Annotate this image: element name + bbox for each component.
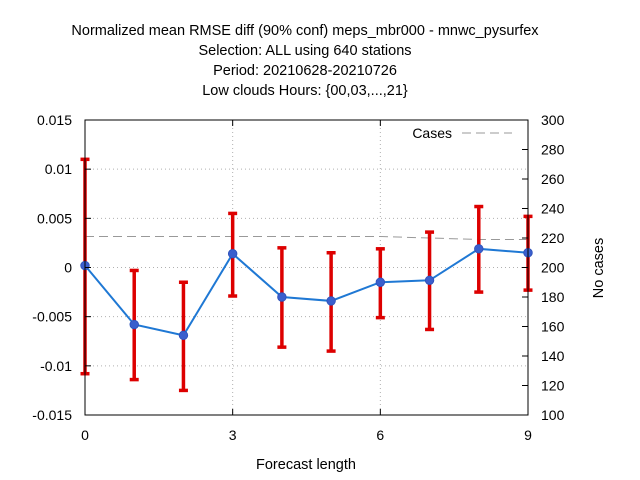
y2-tick-label: 140 bbox=[541, 348, 565, 364]
chart-title: Normalized mean RMSE diff (90% conf) mep… bbox=[71, 23, 539, 99]
error-bars bbox=[80, 157, 533, 393]
y-tick-label: -0.01 bbox=[40, 358, 72, 374]
x-tick-label: 6 bbox=[376, 427, 384, 443]
data-point bbox=[326, 296, 336, 306]
y2-tick-label: 100 bbox=[541, 407, 565, 423]
y-tick-label: -0.015 bbox=[32, 407, 72, 423]
data-point bbox=[424, 275, 435, 285]
cases-series bbox=[85, 236, 528, 240]
cases-line bbox=[85, 236, 528, 240]
y2-tick-label: 240 bbox=[541, 201, 565, 217]
legend-label-cases: Cases bbox=[412, 125, 452, 141]
y2-tick-label: 180 bbox=[541, 289, 565, 305]
y2-tick-label: 200 bbox=[541, 260, 565, 276]
y-tick-label: -0.005 bbox=[32, 309, 72, 325]
title-line-2: Selection: ALL using 640 stations bbox=[198, 43, 411, 59]
rmse-diff-line bbox=[84, 247, 529, 337]
y2-tick-label: 260 bbox=[541, 171, 565, 187]
title-line-3: Period: 20210628-20210726 bbox=[213, 63, 397, 79]
x-tick-label: 9 bbox=[524, 427, 532, 443]
y-tick-label: 0.005 bbox=[37, 210, 72, 226]
data-point bbox=[277, 292, 287, 302]
data-point bbox=[129, 319, 139, 330]
y2-tick-label: 120 bbox=[541, 378, 565, 394]
data-point bbox=[474, 244, 484, 254]
data-point bbox=[178, 330, 189, 341]
y-tick-label: 0.01 bbox=[45, 161, 72, 177]
rmse-diff-series bbox=[80, 244, 533, 341]
y2-tick-label: 300 bbox=[541, 112, 565, 128]
y2-tick-label: 280 bbox=[541, 142, 565, 158]
x-tick-label: 3 bbox=[229, 427, 237, 443]
x-axis-label: Forecast length bbox=[256, 457, 356, 473]
data-point bbox=[227, 249, 238, 259]
x-tick-label: 0 bbox=[81, 427, 89, 443]
y-tick-label: 0.015 bbox=[37, 112, 72, 128]
y-tick-label: 0 bbox=[64, 260, 72, 276]
grid bbox=[85, 120, 528, 415]
legend: Cases bbox=[412, 125, 512, 141]
y2-tick-label: 220 bbox=[541, 230, 565, 246]
y2-tick-label: 160 bbox=[541, 319, 565, 335]
title-line-1: Normalized mean RMSE diff (90% conf) mep… bbox=[71, 23, 539, 39]
axis-ticks: -0.015 -0.01 -0.005 0 0.005 0.01 0.015 0 3 6 9 100 1… bbox=[32, 112, 564, 443]
data-point bbox=[375, 277, 386, 287]
title-line-4: Low clouds Hours: {00,03,...,21} bbox=[202, 83, 408, 99]
y2-axis-label: No cases bbox=[591, 238, 607, 298]
